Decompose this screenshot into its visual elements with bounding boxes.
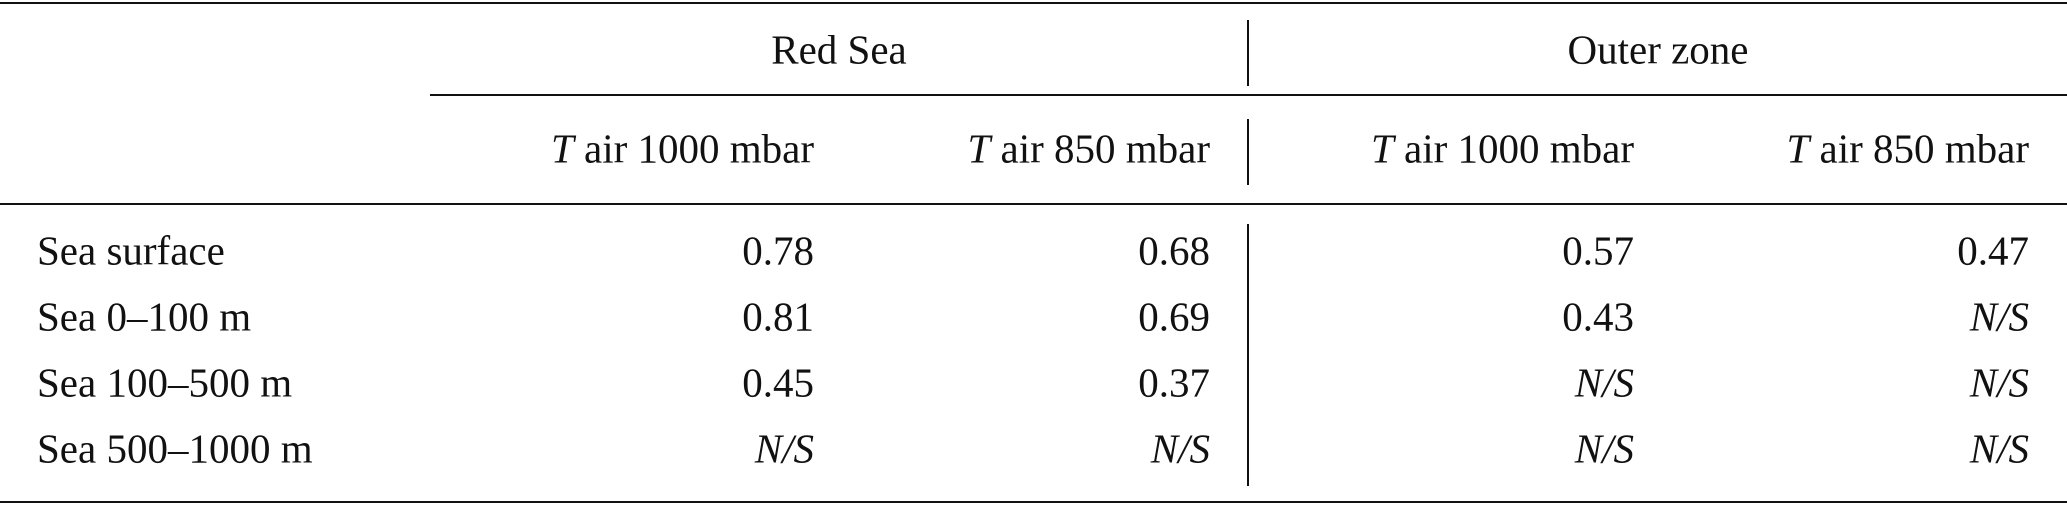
cell: 0.45 [742, 359, 814, 406]
cell: 0.47 [1957, 227, 2029, 274]
group-rule [430, 94, 2067, 96]
cell: N/S [1969, 359, 2029, 406]
cell: N/S [1574, 359, 1634, 406]
cell: 0.78 [742, 227, 814, 274]
cell: 0.81 [742, 293, 814, 340]
column-header: T air 1000 mbar [1370, 125, 1634, 172]
cell: N/S [1969, 425, 2029, 472]
row-label: Sea 100–500 m [37, 359, 293, 406]
divider [1247, 119, 1249, 185]
header-rule [0, 203, 2067, 205]
column-header: T air 850 mbar [967, 125, 1210, 172]
divider [1247, 224, 1249, 486]
cell: 0.68 [1138, 227, 1210, 274]
row-label: Sea surface [37, 227, 225, 274]
group-header: Red Sea [771, 26, 907, 73]
column-header: T air 1000 mbar [550, 125, 814, 172]
cell: 0.57 [1562, 227, 1634, 274]
row-label: Sea 500–1000 m [37, 425, 313, 472]
cell: 0.43 [1562, 293, 1634, 340]
divider [1247, 20, 1249, 86]
row-label: Sea 0–100 m [37, 293, 252, 340]
cell: N/S [754, 425, 814, 472]
cell: N/S [1574, 425, 1634, 472]
column-header: T air 850 mbar [1786, 125, 2029, 172]
cell: N/S [1969, 293, 2029, 340]
cell: 0.37 [1138, 359, 1210, 406]
top-rule [0, 2, 2067, 4]
group-header: Outer zone [1567, 26, 1749, 73]
bottom-rule [0, 501, 2067, 503]
cell: 0.69 [1138, 293, 1210, 340]
cell: N/S [1150, 425, 1210, 472]
